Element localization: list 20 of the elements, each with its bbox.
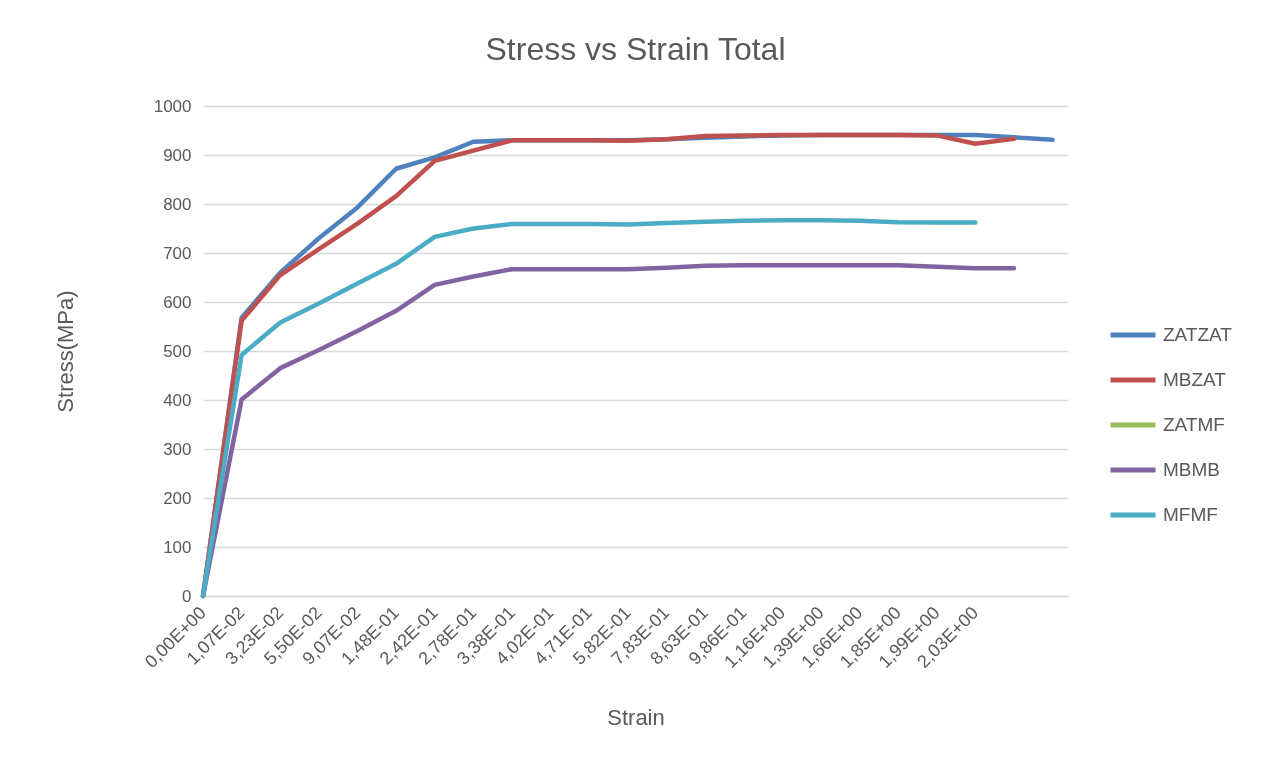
line-series	[200, 217, 978, 599]
y-tick-label: 600	[163, 292, 192, 312]
y-tick-label: 400	[163, 390, 192, 410]
y-tick-label: 200	[163, 488, 192, 508]
legend-label: ZATZAT	[1163, 324, 1233, 345]
legend-label: MFMF	[1163, 504, 1218, 525]
x-axis-title: Strain	[607, 704, 665, 730]
y-tick-label: 1000	[153, 96, 192, 116]
y-axis-title: Stress(MPa)	[52, 290, 78, 413]
y-tick-label: 700	[163, 243, 192, 263]
y-tick-label: 100	[163, 537, 192, 557]
legend-label: MBMB	[1163, 459, 1220, 480]
y-tick-label: 900	[163, 145, 192, 165]
y-tick-label: 800	[163, 194, 192, 214]
y-tick-label: 0	[182, 586, 192, 606]
legend-label: ZATMF	[1163, 414, 1225, 435]
y-tick-label: 300	[163, 439, 192, 459]
y-tick-label: 500	[163, 341, 192, 361]
chart-title: Stress vs Strain Total	[485, 31, 786, 67]
legend-label: MBZAT	[1163, 369, 1227, 390]
